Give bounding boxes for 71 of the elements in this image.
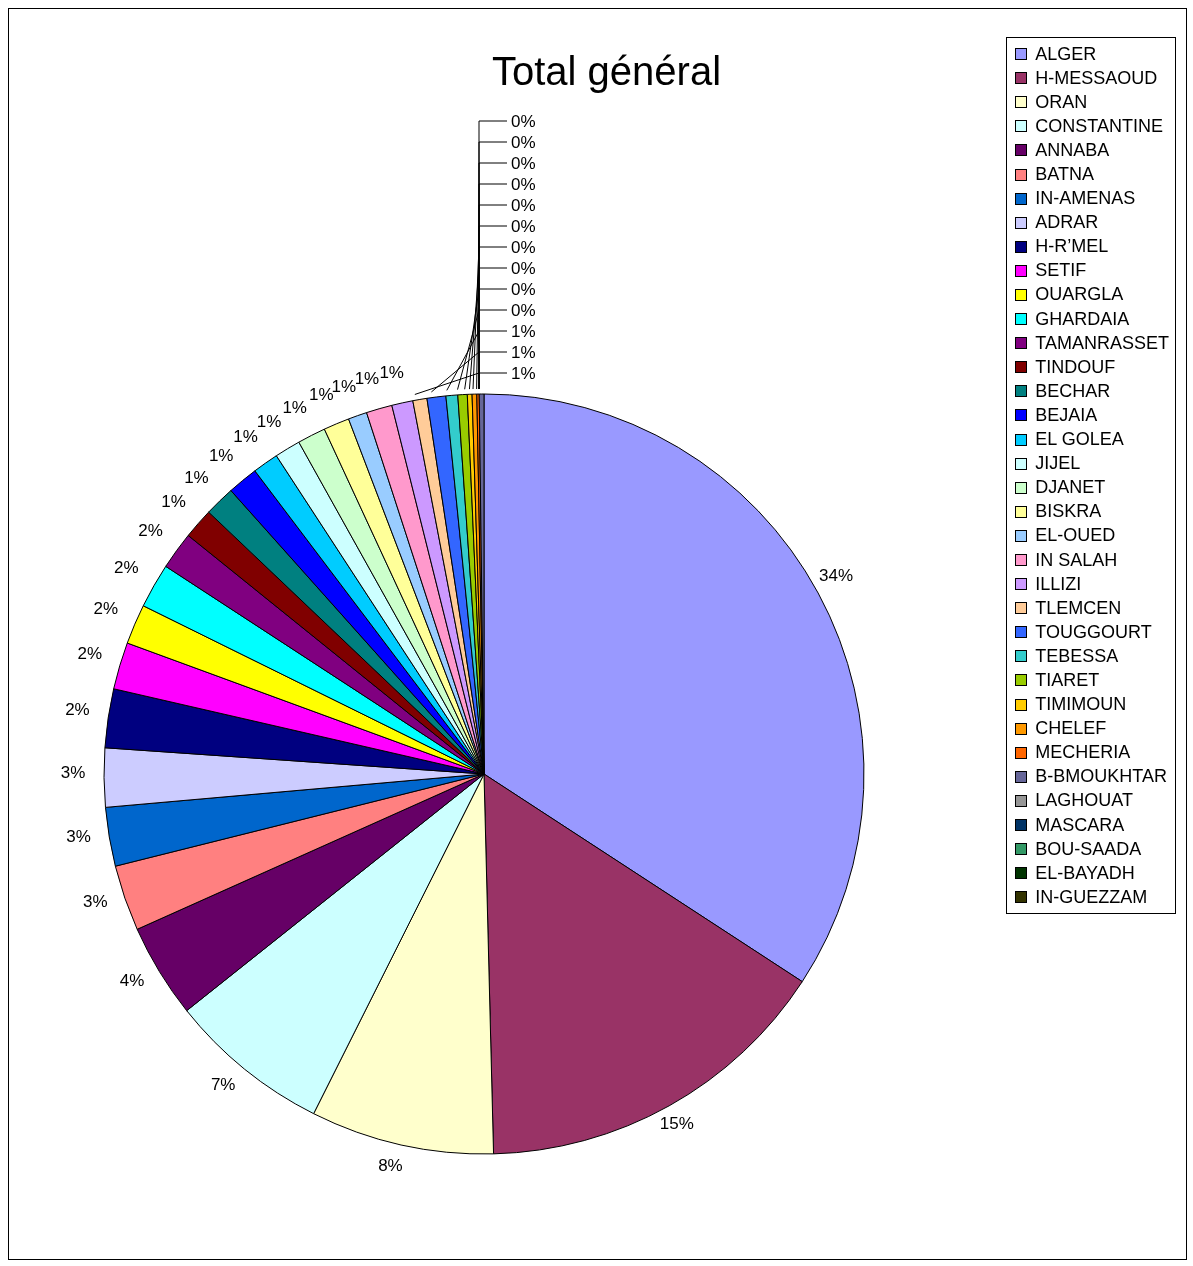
data-label: 4% bbox=[119, 970, 145, 990]
data-label: 1% bbox=[208, 445, 234, 465]
legend-label: EL-OUED bbox=[1035, 525, 1116, 547]
data-label: 1% bbox=[511, 321, 536, 341]
legend-label: TEBESSA bbox=[1035, 645, 1119, 667]
legend-label: ADRAR bbox=[1035, 212, 1099, 234]
legend-label: IN SALAH bbox=[1035, 549, 1118, 571]
legend-label: BATNA bbox=[1035, 164, 1094, 186]
data-label: 34% bbox=[818, 566, 854, 586]
legend-label: MASCARA bbox=[1035, 814, 1125, 836]
legend-label: TLEMCEN bbox=[1035, 597, 1122, 619]
legend-label: H-MESSAOUD bbox=[1035, 67, 1158, 89]
legend-label: BOU-SAADA bbox=[1035, 838, 1142, 860]
chart-title: Total général bbox=[491, 49, 722, 93]
legend-label: ORAN bbox=[1035, 91, 1088, 113]
legend-label: IN-GUEZZAM bbox=[1035, 886, 1148, 908]
text: 0% bbox=[511, 153, 536, 173]
data-label: 2% bbox=[93, 599, 119, 619]
legend-label: IN-AMENAS bbox=[1035, 188, 1136, 210]
data-label: 2% bbox=[138, 520, 163, 540]
legend-label: ILLIZI bbox=[1035, 573, 1082, 595]
data-label: 1% bbox=[282, 397, 307, 417]
data-label: 1% bbox=[161, 491, 186, 511]
data-label: 3% bbox=[83, 892, 108, 912]
text: 0% bbox=[511, 111, 536, 131]
legend-label: ANNABA bbox=[1035, 139, 1110, 161]
data-label: 3% bbox=[60, 763, 86, 783]
data-label: 7% bbox=[210, 1074, 236, 1094]
data-label: 15% bbox=[659, 1114, 694, 1134]
legend-label: CHELEF bbox=[1035, 718, 1107, 740]
data-label: 1% bbox=[511, 363, 536, 383]
data-label: 1% bbox=[511, 342, 536, 362]
legend-label: GHARDAIA bbox=[1035, 308, 1130, 330]
data-label: 1% bbox=[233, 427, 258, 447]
data-label: 0% bbox=[511, 300, 536, 320]
legend-label: CONSTANTINE bbox=[1035, 115, 1163, 137]
legend-label: OUARGLA bbox=[1035, 284, 1124, 306]
legend-label: ALGER bbox=[1035, 43, 1097, 65]
legend-label: DJANET bbox=[1035, 477, 1106, 499]
legend-label: SETIF bbox=[1035, 260, 1087, 282]
legend-label: JIJEL bbox=[1035, 453, 1081, 475]
legend-label: EL-BAYADH bbox=[1035, 862, 1135, 884]
legend-label: H-R’MEL bbox=[1035, 236, 1109, 258]
data-label: 1% bbox=[308, 385, 334, 405]
text: 0% bbox=[511, 195, 536, 215]
legend-label: TINDOUF bbox=[1035, 356, 1116, 378]
data-label: 8% bbox=[378, 1155, 403, 1175]
legend-label: TIMIMOUN bbox=[1035, 694, 1127, 716]
data-label: 0% bbox=[511, 216, 536, 236]
legend-label: TIARET bbox=[1035, 669, 1100, 691]
legend-label: TAMANRASSET bbox=[1035, 332, 1169, 354]
legend-label: BEJAIA bbox=[1035, 404, 1098, 426]
text: 0% bbox=[511, 132, 536, 152]
legend-label: B-BMOUKHTAR bbox=[1035, 766, 1167, 788]
legend-label: BISKRA bbox=[1035, 501, 1102, 523]
text: 0% bbox=[511, 174, 536, 194]
data-label: 2% bbox=[77, 643, 103, 663]
data-label: 0% bbox=[511, 258, 536, 278]
legend-label: MECHERIA bbox=[1035, 742, 1131, 764]
data-label: 2% bbox=[65, 699, 90, 719]
legend-label: LAGHOUAT bbox=[1035, 790, 1133, 812]
legend-label: BECHAR bbox=[1035, 380, 1111, 402]
data-label: 2% bbox=[114, 558, 139, 578]
data-label: 1% bbox=[184, 467, 209, 487]
data-label: 1% bbox=[379, 363, 404, 382]
data-label: 3% bbox=[66, 826, 91, 846]
legend-label: TOUGGOURT bbox=[1035, 621, 1152, 643]
data-label: 1% bbox=[256, 412, 282, 431]
legend-label: EL GOLEA bbox=[1035, 429, 1124, 451]
data-label: 0% bbox=[511, 237, 536, 257]
data-label: 0% bbox=[511, 279, 536, 299]
